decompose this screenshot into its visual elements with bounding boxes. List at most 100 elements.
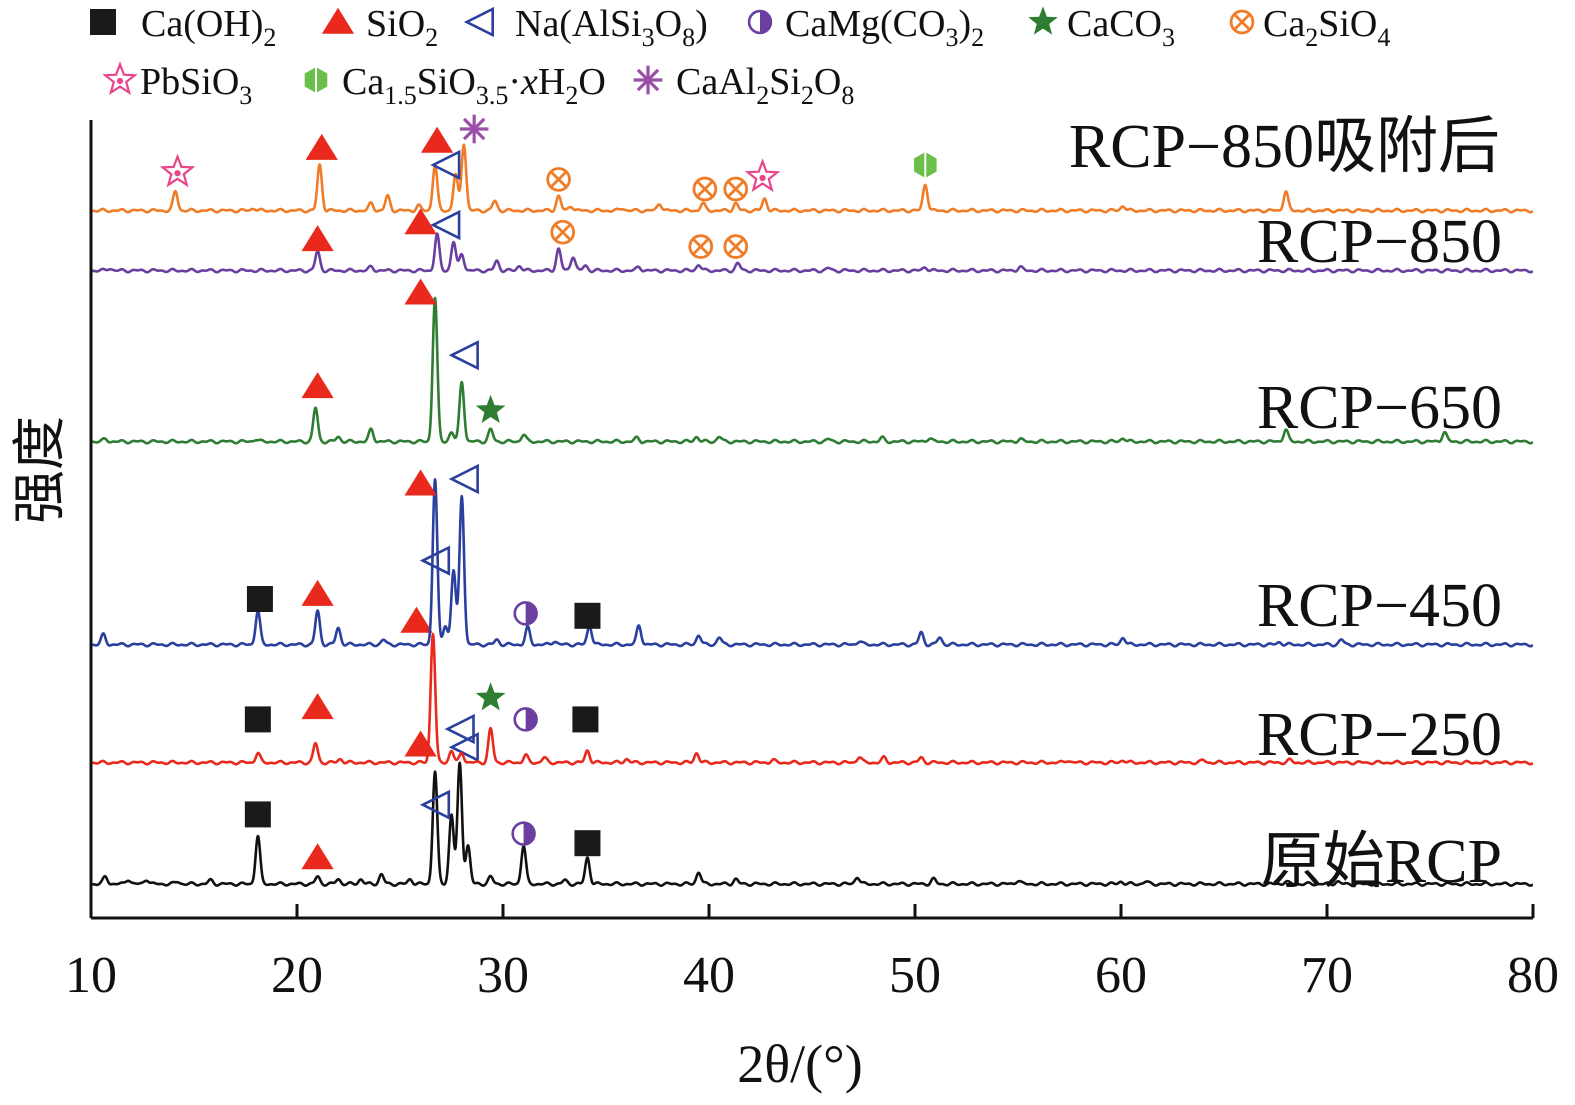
- phase-marker-ca2sio4-6-7: [692, 176, 718, 202]
- pbsio3-legend-marker: [102, 61, 138, 96]
- peak-point-4-17: [1019, 438, 1021, 440]
- phase-marker-ca2sio4-5-5: [688, 234, 714, 259]
- peak-point-4-1: [104, 438, 106, 440]
- peak-point-1-19: [586, 856, 588, 858]
- phase-marker-dolomite-3-6: [513, 601, 538, 626]
- series-label-3: RCP−450: [1257, 572, 1502, 640]
- peak-point-4-15: [881, 435, 883, 437]
- peak-point-1-22: [856, 877, 858, 879]
- legend-item-pbsio3: PbSiO3: [102, 61, 252, 110]
- phase-marker-ca_oh2-2-7: [572, 706, 599, 733]
- peak-point-5-5: [452, 241, 454, 243]
- phase-marker-ca_oh2-3-7: [574, 602, 601, 629]
- peak-point-1-14: [459, 762, 461, 764]
- phase-marker-ca2sio4-5-4: [550, 219, 576, 245]
- phase-marker-albite-4-3: [448, 340, 479, 371]
- series-label-5: RCP−850: [1257, 208, 1502, 276]
- peak-point-1-26: [1145, 881, 1147, 883]
- peak-point-4-13: [718, 436, 720, 438]
- peak-point-4-5: [370, 427, 372, 429]
- peak-point-3-1: [102, 632, 104, 634]
- peak-point-3-14: [638, 624, 640, 626]
- peak-point-2-13: [772, 758, 774, 760]
- legend-item-calcite: CaCO3: [1028, 3, 1175, 52]
- peak-point-1-3: [145, 880, 147, 882]
- peak-point-1-18: [564, 878, 566, 880]
- phase-marker-sio2-3-4: [404, 469, 437, 496]
- calcite-legend-marker: [1028, 6, 1058, 35]
- legend-label-sio2: SiO2: [366, 3, 438, 52]
- phase-marker-ca_oh2-3-1: [246, 586, 273, 612]
- series-line-3: [91, 478, 1533, 648]
- peak-point-6-19: [1122, 205, 1124, 207]
- peak-point-2-4: [432, 633, 434, 635]
- peak-point-3-4: [337, 627, 339, 629]
- peak-point-2-1: [257, 752, 259, 754]
- phase-marker-albite-3-5: [448, 463, 479, 495]
- peak-point-4-8: [461, 381, 463, 383]
- peak-point-3-5: [382, 639, 384, 641]
- ca_oh2-legend-marker: [90, 9, 116, 35]
- phase-marker-sio2-5-1: [301, 225, 334, 252]
- peak-point-3-21: [1278, 641, 1280, 643]
- series-line-6: [91, 143, 1533, 214]
- peak-point-1-4: [176, 881, 178, 883]
- series-label-1: 原始RCP: [1261, 828, 1502, 896]
- legend-item-sio2: SiO2: [321, 3, 438, 52]
- series-line-4: [91, 296, 1533, 445]
- peak-point-2-17: [1066, 760, 1068, 762]
- peak-point-1-15: [467, 844, 469, 846]
- legend: Ca(OH)2 SiO2 Na(AlSi3O8) CaMg(CO3)2 CaCO3 Ca2…: [90, 3, 1390, 110]
- peak-point-2-16: [920, 756, 922, 758]
- series-labels: 原始RCP RCP−250 RCP−450 RCP−650 RCP−850 RCP−850…: [1069, 113, 1502, 896]
- peak-point-1-9: [360, 878, 362, 880]
- phase-marker-sio2-6-3: [420, 126, 454, 153]
- peak-point-3-7: [444, 625, 446, 627]
- peak-point-2-14: [858, 756, 860, 758]
- phase-marker-csh-6-10: [914, 152, 937, 178]
- peak-point-2-6: [461, 752, 463, 754]
- peak-point-3-15: [698, 635, 700, 637]
- series-label-4: RCP−650: [1257, 374, 1502, 442]
- plot-area: [91, 114, 1533, 887]
- peak-point-6-6: [417, 203, 419, 205]
- peak-point-4-7: [450, 431, 452, 433]
- phase-marker-ca2sio4-5-6: [723, 234, 749, 259]
- peak-point-6-3: [318, 163, 320, 165]
- phase-marker-sio2-5-2: [404, 208, 437, 235]
- csh-legend-marker: [304, 67, 328, 93]
- x-tick-label-70: 70: [1301, 947, 1353, 1004]
- legend-label-dolomite: CaMg(CO3)2: [785, 3, 984, 52]
- peak-point-4-6: [434, 297, 436, 299]
- peak-point-5-11: [584, 264, 586, 266]
- phase-marker-calcite-4-4: [475, 394, 506, 423]
- x-tick-label-30: 30: [477, 947, 529, 1004]
- sio2-legend-marker: [321, 7, 355, 34]
- peak-point-6-11: [557, 195, 559, 197]
- peak-point-3-10: [496, 638, 498, 640]
- peak-point-1-11: [409, 878, 411, 880]
- peak-point-5-8: [518, 265, 520, 267]
- peak-point-1-7: [316, 875, 318, 877]
- peak-point-2-15: [883, 755, 885, 757]
- series-4: [91, 278, 1533, 445]
- peak-point-1-20: [698, 872, 700, 874]
- peak-point-6-15: [702, 202, 704, 204]
- peak-point-3-20: [1122, 637, 1124, 639]
- peak-point-1-8: [337, 878, 339, 880]
- series-label-6: RCP−850吸附后: [1069, 113, 1500, 181]
- phase-marker-albite-6-4: [430, 149, 461, 181]
- series-line-2: [91, 632, 1533, 766]
- peak-point-2-8: [524, 753, 526, 755]
- peak-point-5-16: [924, 267, 926, 269]
- series-3: [91, 463, 1533, 648]
- peak-point-6-1: [174, 190, 176, 192]
- peak-point-5-7: [496, 259, 498, 261]
- peak-point-2-5: [450, 750, 452, 752]
- legend-item-csh: Ca1.5SiO3.5·xH2O: [304, 61, 606, 110]
- phase-marker-calcite-2-4: [475, 682, 506, 711]
- peak-point-5-15: [827, 267, 829, 269]
- peak-point-2-2: [314, 742, 316, 744]
- peak-point-5-14: [737, 262, 739, 264]
